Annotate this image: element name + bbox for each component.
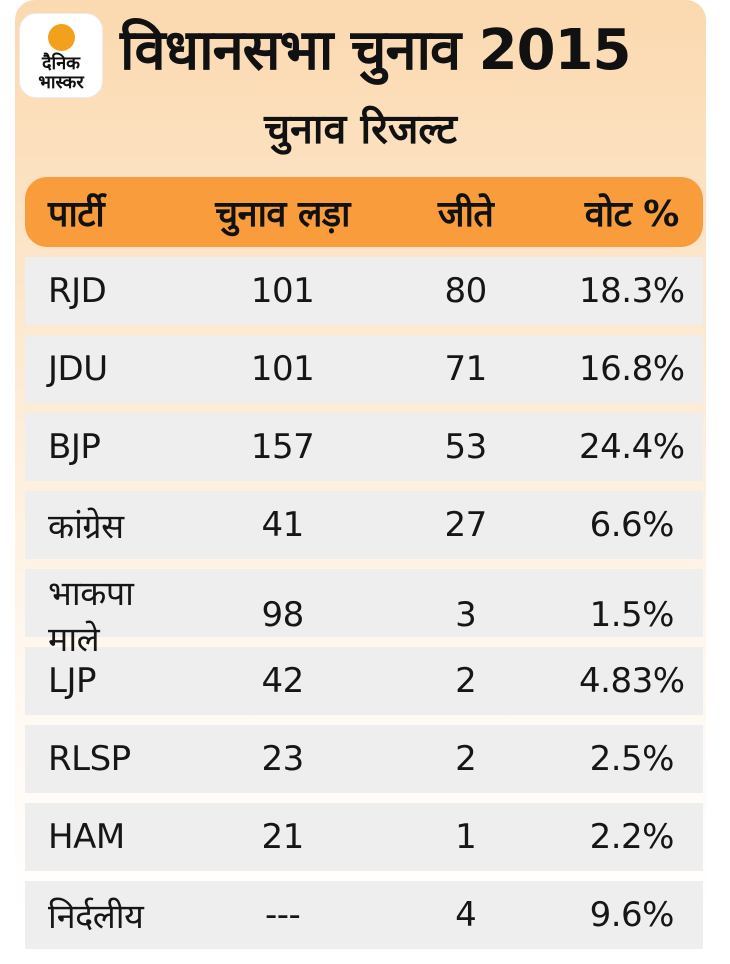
logo-text-line1: दैनिक [41,53,81,74]
cell-contested: 41 [261,505,305,546]
results-table: पार्टी चुनाव लड़ा जीते वोट % RJD 101 80 … [25,177,703,950]
header-bar: दैनिक भास्कर विधानसभा चुनाव 2015 [15,0,706,98]
column-header-contested: चुनाव लड़ा [215,193,350,235]
cell-won: 71 [444,349,488,390]
cell-won: 80 [444,271,488,312]
infographic-card: दैनिक भास्कर विधानसभा चुनाव 2015 चुनाव र… [15,0,706,964]
cell-won: 2 [455,661,477,702]
cell-vote-pct: 18.3% [579,271,685,312]
cell-won: 1 [455,817,477,858]
cell-vote-pct: 4.83% [579,661,685,702]
table-row: JDU 101 71 16.8% [25,335,703,404]
cell-contested: 157 [250,427,315,468]
column-header-vote-pct: वोट % [584,193,680,235]
cell-vote-pct: 9.6% [589,895,675,936]
table-row: कांग्रेस 41 27 6.6% [25,491,703,560]
column-header-party: पार्टी [48,193,105,235]
table-row: निर्दलीय --- 4 9.6% [25,881,703,950]
cell-vote-pct: 2.5% [589,739,675,780]
cell-party: HAM [48,817,125,858]
cell-party: भाकपा माले [48,574,134,661]
cell-contested: --- [264,895,301,936]
table-row: BJP 157 53 24.4% [25,413,703,482]
cell-party: RJD [48,271,107,312]
cell-party: JDU [48,349,108,390]
cell-party: RLSP [48,739,131,780]
cell-won: 2 [455,739,477,780]
cell-contested: 23 [261,739,305,780]
table-row: भाकपा माले 98 3 1.5% [25,569,703,660]
page-title: विधानसभा चुनाव 2015 [120,18,632,83]
table-row: RJD 101 80 18.3% [25,257,703,326]
column-header-won: जीते [437,193,494,235]
cell-contested: 101 [250,349,315,390]
cell-won: 3 [455,595,477,636]
table-header-row: पार्टी चुनाव लड़ा जीते वोट % [25,177,703,248]
table-row: HAM 21 1 2.2% [25,803,703,872]
logo-text-line2: भास्कर [38,72,84,94]
cell-contested: 98 [261,595,305,636]
cell-vote-pct: 2.2% [589,817,675,858]
cell-won: 53 [444,427,488,468]
cell-contested: 101 [250,271,315,312]
cell-vote-pct: 6.6% [589,505,675,546]
page-subtitle: चुनाव रिजल्ट [264,105,457,153]
cell-vote-pct: 1.5% [589,595,675,636]
cell-won: 27 [444,505,488,546]
cell-vote-pct: 16.8% [579,349,685,390]
cell-party: BJP [48,427,101,468]
sun-icon [47,24,75,51]
cell-contested: 21 [261,817,305,858]
cell-vote-pct: 24.4% [579,427,685,468]
cell-contested: 42 [261,661,305,702]
table-row: RLSP 23 2 2.5% [25,725,703,794]
cell-won: 4 [455,895,477,936]
cell-party: LJP [48,661,96,702]
dainik-bhaskar-logo: दैनिक भास्कर [19,13,103,98]
cell-party: निर्दलीय [48,897,144,938]
cell-party: कांग्रेस [48,507,124,548]
table-row: LJP 42 2 4.83% [25,647,703,716]
